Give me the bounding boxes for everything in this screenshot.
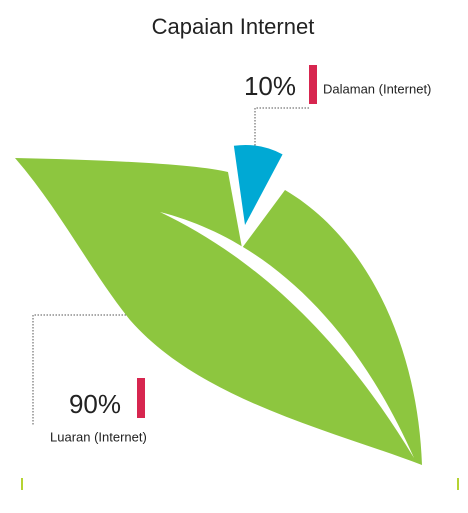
- leader-line: [32, 314, 168, 425]
- category-label: Luaran (Internet): [50, 429, 147, 444]
- value-label: 10%: [244, 71, 296, 101]
- label-bar: [137, 378, 145, 418]
- category-label: Dalaman (Internet): [323, 81, 431, 96]
- chart-title: Capaian Internet: [152, 14, 315, 39]
- label-bar: [309, 65, 317, 104]
- value-label: 90%: [69, 389, 121, 419]
- slice: [15, 158, 422, 465]
- slice: [233, 145, 283, 225]
